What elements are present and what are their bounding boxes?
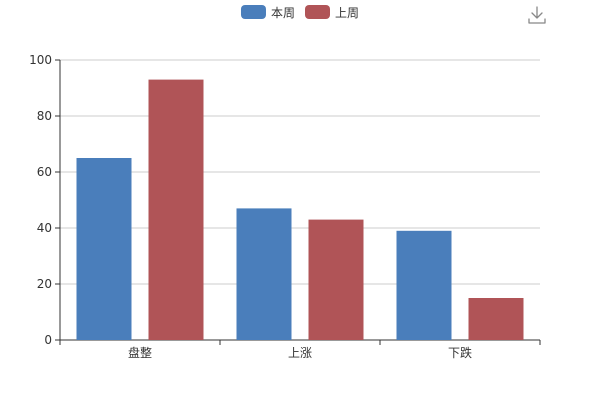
y-tick-label: 40 [37, 221, 52, 235]
x-tick-label: 盘整 [128, 345, 152, 360]
y-tick-label: 80 [37, 109, 52, 123]
x-tick-label: 上涨 [288, 345, 312, 360]
legend-swatch [305, 5, 330, 19]
bar-last-week[interactable] [468, 298, 524, 340]
legend-item[interactable]: 本周 [240, 5, 295, 20]
y-axis-labels: 0 20 40 60 80 100 [29, 53, 52, 347]
x-axis-labels: 盘整 上涨 下跌 [128, 345, 472, 360]
y-tick-label: 0 [44, 333, 52, 347]
bars [76, 79, 524, 340]
download-icon[interactable] [528, 6, 546, 24]
bar-this-week[interactable] [76, 158, 132, 340]
bar-this-week[interactable] [236, 208, 292, 340]
axes [55, 59, 541, 345]
bar-this-week[interactable] [396, 230, 452, 340]
bar-last-week[interactable] [308, 219, 364, 340]
legend-label: 本周 [271, 6, 295, 20]
bar-last-week[interactable] [148, 79, 204, 340]
legend-item[interactable]: 上周 [305, 5, 359, 20]
legend-label: 上周 [335, 6, 359, 20]
grid-lines [60, 59, 540, 285]
y-tick-label: 60 [37, 165, 52, 179]
legend-swatch [240, 5, 266, 19]
x-tick-label: 下跌 [448, 345, 472, 360]
legend[interactable]: 本周 上周 [240, 5, 359, 20]
y-tick-label: 100 [29, 53, 52, 67]
y-tick-label: 20 [37, 277, 52, 291]
